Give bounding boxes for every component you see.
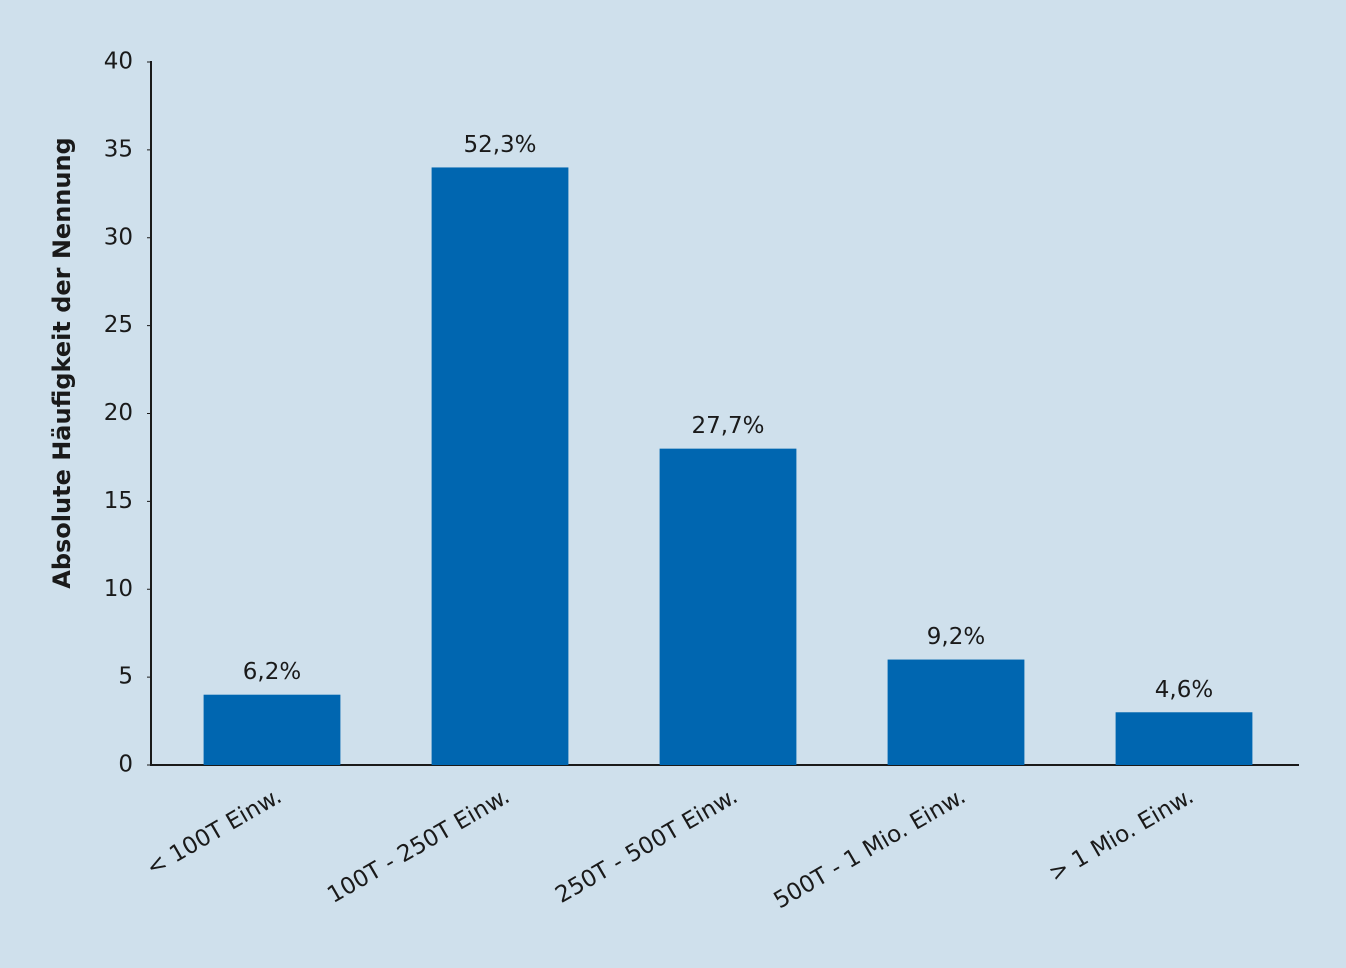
data-label: 4,6% <box>1155 677 1213 703</box>
data-label: 6,2% <box>243 659 301 685</box>
y-tick-label: 20 <box>104 400 133 426</box>
bar <box>887 659 1025 765</box>
y-tick-label: 15 <box>104 488 133 514</box>
y-tick-label: 35 <box>104 136 133 162</box>
y-tick-label: 5 <box>118 664 133 690</box>
bar <box>203 694 341 765</box>
y-axis-title: Absolute Häufigkeit der Nennung <box>48 137 76 588</box>
y-tick-label: 0 <box>118 752 133 778</box>
y-tick-label: 10 <box>104 576 133 602</box>
data-label: 9,2% <box>927 624 985 650</box>
bar <box>659 448 797 765</box>
y-tick-label: 30 <box>104 224 133 250</box>
y-tick-label: 25 <box>104 312 133 338</box>
y-tick-label: 40 <box>104 49 133 75</box>
bar <box>431 167 569 765</box>
data-label: 52,3% <box>463 132 536 158</box>
data-label: 27,7% <box>691 413 764 439</box>
bar <box>1115 712 1253 765</box>
